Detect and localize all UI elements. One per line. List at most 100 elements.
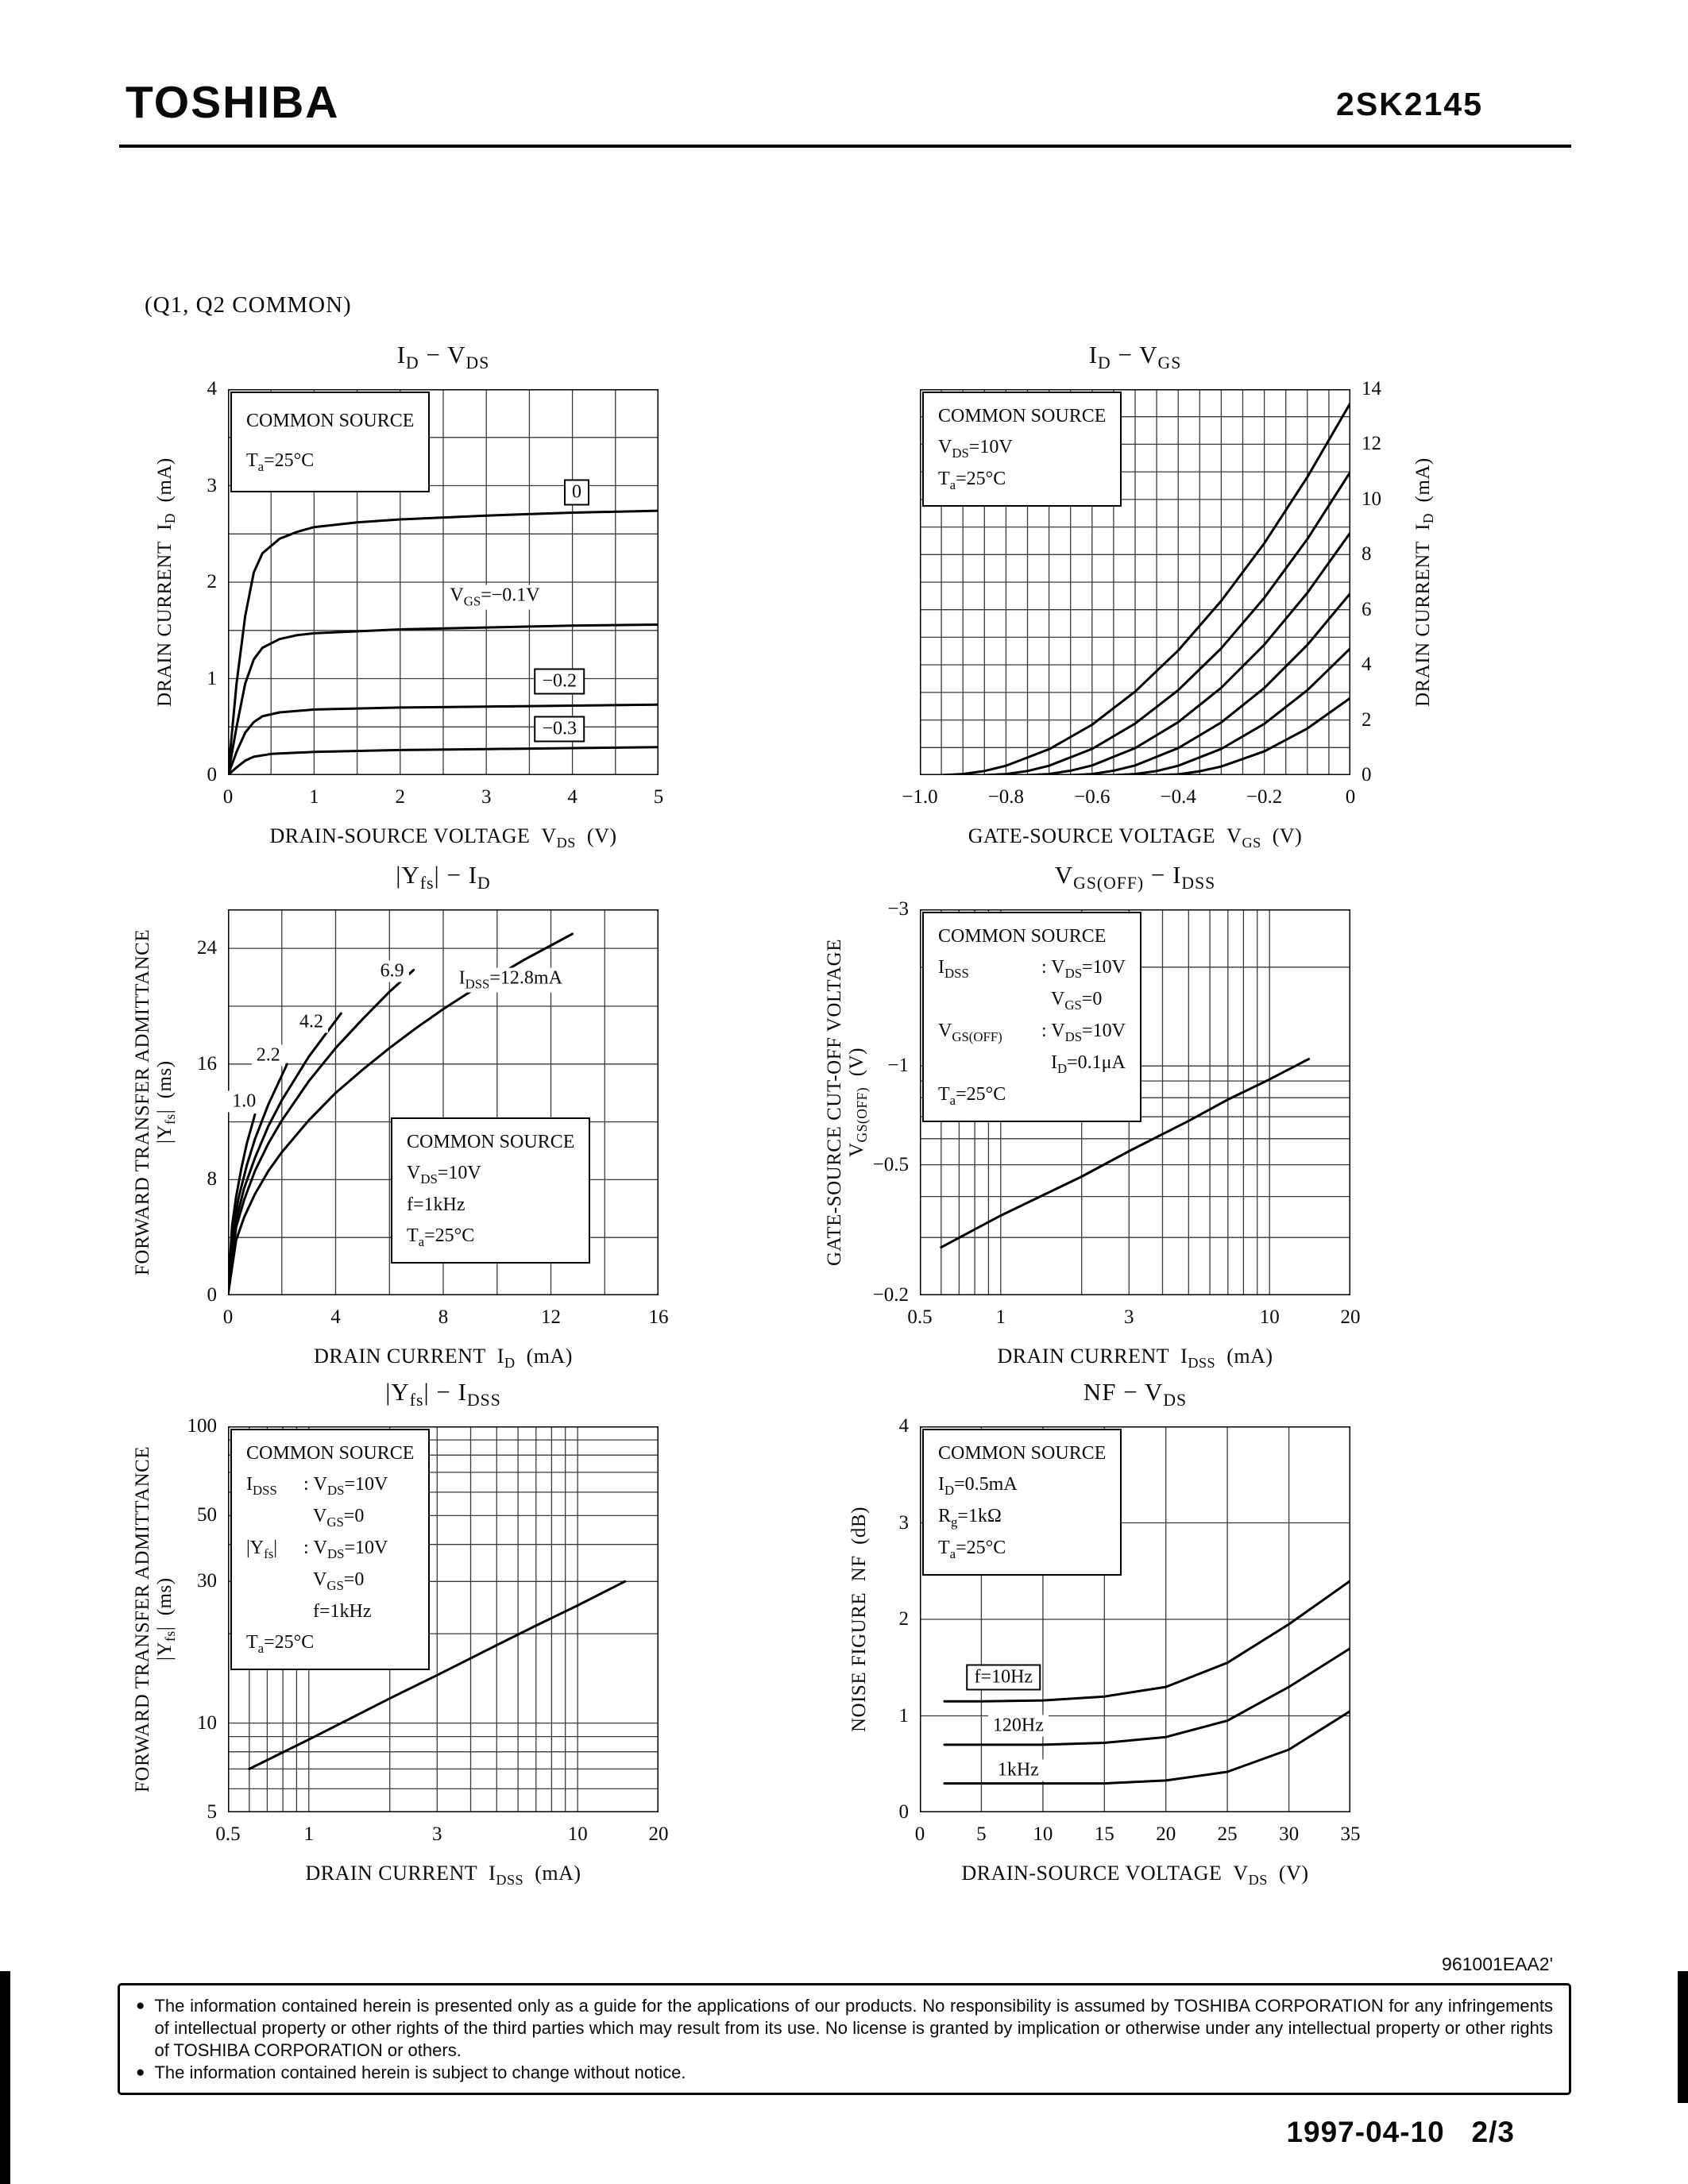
y-tick-label: 16 <box>197 1052 217 1075</box>
y-axis-title-line: DRAIN CURRENT ID (mA) <box>154 457 178 707</box>
y-axis-title-line: VGS(OFF) (V) <box>846 1048 870 1157</box>
x-axis-title: DRAIN CURRENT IDSS (mA) <box>997 1345 1273 1372</box>
legend-box: COMMON SOURCE VDS=10V Ta=25°C <box>922 392 1122 507</box>
legend-line: f=1kHz <box>407 1194 465 1215</box>
curve-vgs-0 <box>228 509 659 775</box>
curve-label: 2.2 <box>251 1044 285 1067</box>
header-rule <box>119 145 1571 148</box>
legend-value: VGS=0 <box>303 1569 365 1593</box>
x-tick-label: 0 <box>1345 786 1356 808</box>
x-tick-label: 30 <box>1279 1823 1300 1845</box>
y-axis-title: DRAIN CURRENT ID (mA) <box>1412 389 1437 775</box>
legend-line: |Yfs| : VDS=10V <box>246 1533 414 1565</box>
curve-label: −0.3 <box>534 716 585 743</box>
x-tick-label: 0 <box>222 786 234 808</box>
curve-rank-2 <box>983 470 1350 775</box>
legend-line: COMMON SOURCE <box>938 1443 1107 1464</box>
chart-nf-vds: NF − VDS 0 5 10 15 20 25 30 35 0 1 2 3 4 DRAIN-SOURCE … <box>786 1375 1485 1905</box>
y-tick-label: −1 <box>887 1055 909 1077</box>
x-tick-label: 0 <box>222 1306 234 1328</box>
legend-key <box>938 1048 1041 1078</box>
y-tick-label: 10 <box>197 1711 217 1734</box>
scan-artifact-right <box>1678 1971 1688 2103</box>
y-tick-label: 3 <box>207 474 218 496</box>
y-tick-label: 12 <box>1362 433 1381 455</box>
y-axis-title-line: FORWARD TRANSFER ADMITTANCE <box>132 1445 153 1793</box>
chart-yfs-id: |Yfs| − ID 0 4 8 12 16 0 8 16 24 DRAIN CURRENT ID … <box>95 858 794 1388</box>
x-tick-label: 8 <box>438 1306 449 1328</box>
y-tick-label: 1 <box>207 667 218 689</box>
y-tick-label: 100 <box>187 1415 218 1437</box>
chart-id-vgs: ID − VGS −1.0 −0.8 −0.6 −0.4 −0.2 0 0 2 4 6 8 10 12 14… <box>786 338 1485 868</box>
y-tick-label: 4 <box>898 1415 910 1437</box>
legend-line: COMMON SOURCE <box>246 1443 415 1464</box>
chart-title: VGS(OFF) − IDSS <box>1054 861 1216 893</box>
legend-line: VGS=0 <box>938 984 1126 1016</box>
legend-line: Ta=25°C <box>246 450 315 475</box>
x-tick-label: 0.5 <box>907 1306 933 1328</box>
x-tick-label: 0 <box>914 1823 925 1845</box>
part-number: 2SK2145 <box>1336 86 1483 122</box>
legend-line: ID=0.5mA <box>938 1473 1018 1498</box>
y-axis-title-line: |Yfs| (ms) <box>154 1577 178 1661</box>
x-tick-label: 20 <box>648 1823 669 1845</box>
y-tick-label: 2 <box>898 1608 910 1630</box>
x-tick-label: 35 <box>1340 1823 1361 1845</box>
legend-line: VDS=10V <box>407 1162 481 1187</box>
curve-idss-2.2 <box>228 1063 288 1295</box>
y-tick-label: 0 <box>898 1801 910 1823</box>
legend-box: COMMON SOURCE Ta=25°C <box>230 392 431 492</box>
legend-value: : VDS=10V <box>303 1537 388 1561</box>
legend-value: : VDS=10V <box>303 1473 388 1498</box>
x-tick-label: 1 <box>303 1823 315 1845</box>
x-tick-label: 20 <box>1340 1306 1361 1328</box>
legend-value: : VDS=10V <box>1041 1020 1126 1044</box>
legend-line: COMMON SOURCE <box>938 926 1107 947</box>
x-tick-label: 4 <box>567 786 577 808</box>
chart-title: ID − VDS <box>396 341 490 373</box>
curve-idss-4.2 <box>228 1012 342 1295</box>
y-axis-title-line: DRAIN CURRENT ID (mA) <box>1412 457 1436 707</box>
section-label: (Q1, Q2 COMMON) <box>145 292 352 318</box>
chart-yfs-idss: |Yfs| − IDSS 0.5 1 3 10 20 5 10 30 50 100 DRAIN CUR… <box>95 1375 794 1905</box>
curve-rank-3 <box>1026 531 1350 775</box>
curve-vgs-m0.1 <box>228 623 659 775</box>
x-tick-label: −0.4 <box>1160 786 1196 808</box>
legend-value: : VDS=10V <box>1041 956 1126 981</box>
curve-rank-1 <box>940 401 1350 775</box>
chart-vgsoff-idss: VGS(OFF) − IDSS 0.5 1 3 10 20 −0.2 −0.5 −1 −3 DRAI… <box>786 858 1485 1388</box>
y-tick-label: 8 <box>207 1168 218 1190</box>
y-tick-label: 2 <box>1362 708 1372 731</box>
legend-line: COMMON SOURCE <box>407 1132 575 1152</box>
legend-value: ID=0.1μA <box>1041 1051 1126 1076</box>
x-tick-label: −0.8 <box>987 786 1025 808</box>
x-tick-label: 12 <box>541 1306 561 1328</box>
chart-title: |Yfs| − ID <box>396 861 491 893</box>
legend-line: f=1kHz <box>246 1596 414 1627</box>
legend-line: ID=0.1μA <box>938 1048 1126 1079</box>
x-tick-label: 3 <box>432 1823 442 1845</box>
doc-code: 961001EAA2' <box>1442 1954 1553 1974</box>
curve-yfs <box>248 1580 627 1770</box>
x-axis-title: DRAIN-SOURCE VOLTAGE VDS (V) <box>961 1862 1309 1889</box>
y-tick-label: 50 <box>197 1504 217 1526</box>
legend-key: |Yfs| <box>246 1537 278 1561</box>
legend-line: Ta=25°C <box>246 1631 315 1656</box>
legend-value: VGS=0 <box>303 1505 365 1530</box>
x-tick-label: 1 <box>995 1306 1006 1328</box>
x-tick-label: −1.0 <box>902 786 938 808</box>
legend-key <box>246 1501 303 1532</box>
curve-label: 1kHz <box>992 1759 1044 1781</box>
y-axis-title: FORWARD TRANSFER ADMITTANCE |Yfs| (ms) <box>132 1426 179 1812</box>
x-tick-label: 1 <box>309 786 319 808</box>
bullet-icon: ● <box>136 1997 145 2014</box>
y-tick-label: 0 <box>207 764 218 785</box>
y-tick-label: 4 <box>1362 654 1372 676</box>
disclaimer-box: ● The information contained herein is pr… <box>118 1983 1571 2095</box>
curve-idss-1.0 <box>228 1113 257 1295</box>
x-tick-label: −0.2 <box>1246 786 1283 808</box>
disclaimer-item: ● The information contained herein is pr… <box>136 1995 1553 2062</box>
curve-vgs-m0.3 <box>228 746 659 775</box>
legend-line: IDSS: VDS=10V <box>938 952 1126 984</box>
